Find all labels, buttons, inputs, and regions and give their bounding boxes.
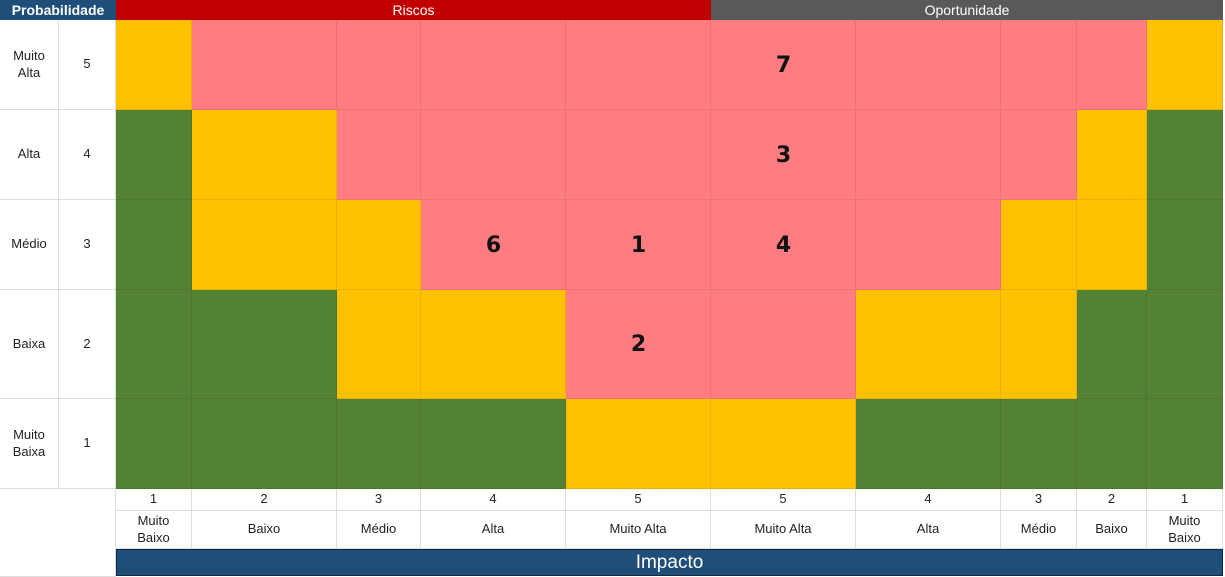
matrix-cell: [116, 290, 192, 399]
matrix-cell: [337, 200, 421, 290]
matrix-cell: [711, 290, 856, 399]
matrix-cell: [337, 20, 421, 110]
probability-label: Médio: [0, 200, 59, 290]
matrix-cell: [1077, 20, 1147, 110]
matrix-cell: [1001, 290, 1077, 399]
matrix-cell: [116, 399, 192, 489]
matrix-cell: [421, 200, 566, 290]
matrix-cell: [711, 200, 856, 290]
matrix-cell: [711, 110, 856, 200]
probability-level: 2: [59, 290, 116, 399]
impacto-bar: Impacto: [116, 549, 1223, 576]
matrix-cell: [1147, 290, 1223, 399]
probability-label: Baixa: [0, 290, 59, 399]
matrix-cell: [1077, 110, 1147, 200]
matrix-cell: [856, 290, 1001, 399]
matrix-cell: [421, 290, 566, 399]
oportunidade-header: Oportunidade: [711, 0, 1223, 20]
probability-label: Muito Baixa: [0, 399, 59, 489]
matrix-cell: [1147, 110, 1223, 200]
impact-label: Baixo: [1077, 511, 1147, 549]
impact-level: 3: [337, 489, 421, 511]
risk-marker: 4: [775, 232, 792, 258]
matrix-cell: [1147, 20, 1223, 110]
impact-level: 3: [1001, 489, 1077, 511]
matrix-cell: [1077, 290, 1147, 399]
probability-level: 1: [59, 399, 116, 489]
impact-label: Muito Alta: [566, 511, 711, 549]
matrix-cell: [566, 20, 711, 110]
matrix-cell: [337, 290, 421, 399]
matrix-cell: [1001, 399, 1077, 489]
matrix-cell: [192, 110, 337, 200]
impact-level: 5: [711, 489, 856, 511]
riscos-header: Riscos: [116, 0, 711, 20]
matrix-cell: [566, 290, 711, 399]
risk-marker: 6: [485, 232, 502, 258]
matrix-cell: [1147, 399, 1223, 489]
impact-label: Baixo: [192, 511, 337, 549]
matrix-cell: [337, 399, 421, 489]
matrix-cell: [421, 20, 566, 110]
matrix-cell: [192, 290, 337, 399]
impact-level: 2: [1077, 489, 1147, 511]
matrix-cell: [192, 399, 337, 489]
matrix-cell: [566, 110, 711, 200]
impact-label: Médio: [1001, 511, 1077, 549]
matrix-cell: [116, 200, 192, 290]
risk-marker: 2: [630, 332, 647, 357]
risk-marker: 1: [630, 232, 647, 258]
impact-label: Alta: [421, 511, 566, 549]
probability-label: Alta: [0, 110, 59, 200]
matrix-cell: [856, 20, 1001, 110]
matrix-cell: [1147, 200, 1223, 290]
matrix-cell: [1077, 399, 1147, 489]
impact-label: Médio: [337, 511, 421, 549]
impact-level: 4: [421, 489, 566, 511]
matrix-cell: [421, 399, 566, 489]
matrix-cell: [711, 399, 856, 489]
matrix-cell: [711, 20, 856, 110]
matrix-cell: [116, 20, 192, 110]
impact-level: 4: [856, 489, 1001, 511]
probability-level: 5: [59, 20, 116, 110]
probability-level: 4: [59, 110, 116, 200]
matrix-cell: [566, 200, 711, 290]
matrix-cell: [856, 399, 1001, 489]
matrix-cell: [856, 200, 1001, 290]
impact-label: Alta: [856, 511, 1001, 549]
probability-label: Muito Alta: [0, 20, 59, 110]
impact-label: Muito Baixo: [1147, 511, 1223, 549]
matrix-cell: [1001, 110, 1077, 200]
impact-level: 1: [1147, 489, 1223, 511]
matrix-cell: [192, 200, 337, 290]
probability-level: 3: [59, 200, 116, 290]
probabilidade-header: Probabilidade: [0, 0, 116, 20]
matrix-cell: [1001, 200, 1077, 290]
impact-level: 5: [566, 489, 711, 511]
matrix-cell: [421, 110, 566, 200]
matrix-cell: [337, 110, 421, 200]
risk-marker: 7: [775, 52, 792, 78]
corner-blank: [0, 489, 116, 577]
impact-level: 2: [192, 489, 337, 511]
matrix-cell: [1077, 200, 1147, 290]
matrix-cell: [116, 110, 192, 200]
matrix-cell: [856, 110, 1001, 200]
impact-label: Muito Baixo: [116, 511, 192, 549]
impact-label: Muito Alta: [711, 511, 856, 549]
matrix-cell: [566, 399, 711, 489]
impact-level: 1: [116, 489, 192, 511]
risk-marker: 3: [775, 142, 792, 168]
matrix-cell: [1001, 20, 1077, 110]
matrix-cell: [192, 20, 337, 110]
